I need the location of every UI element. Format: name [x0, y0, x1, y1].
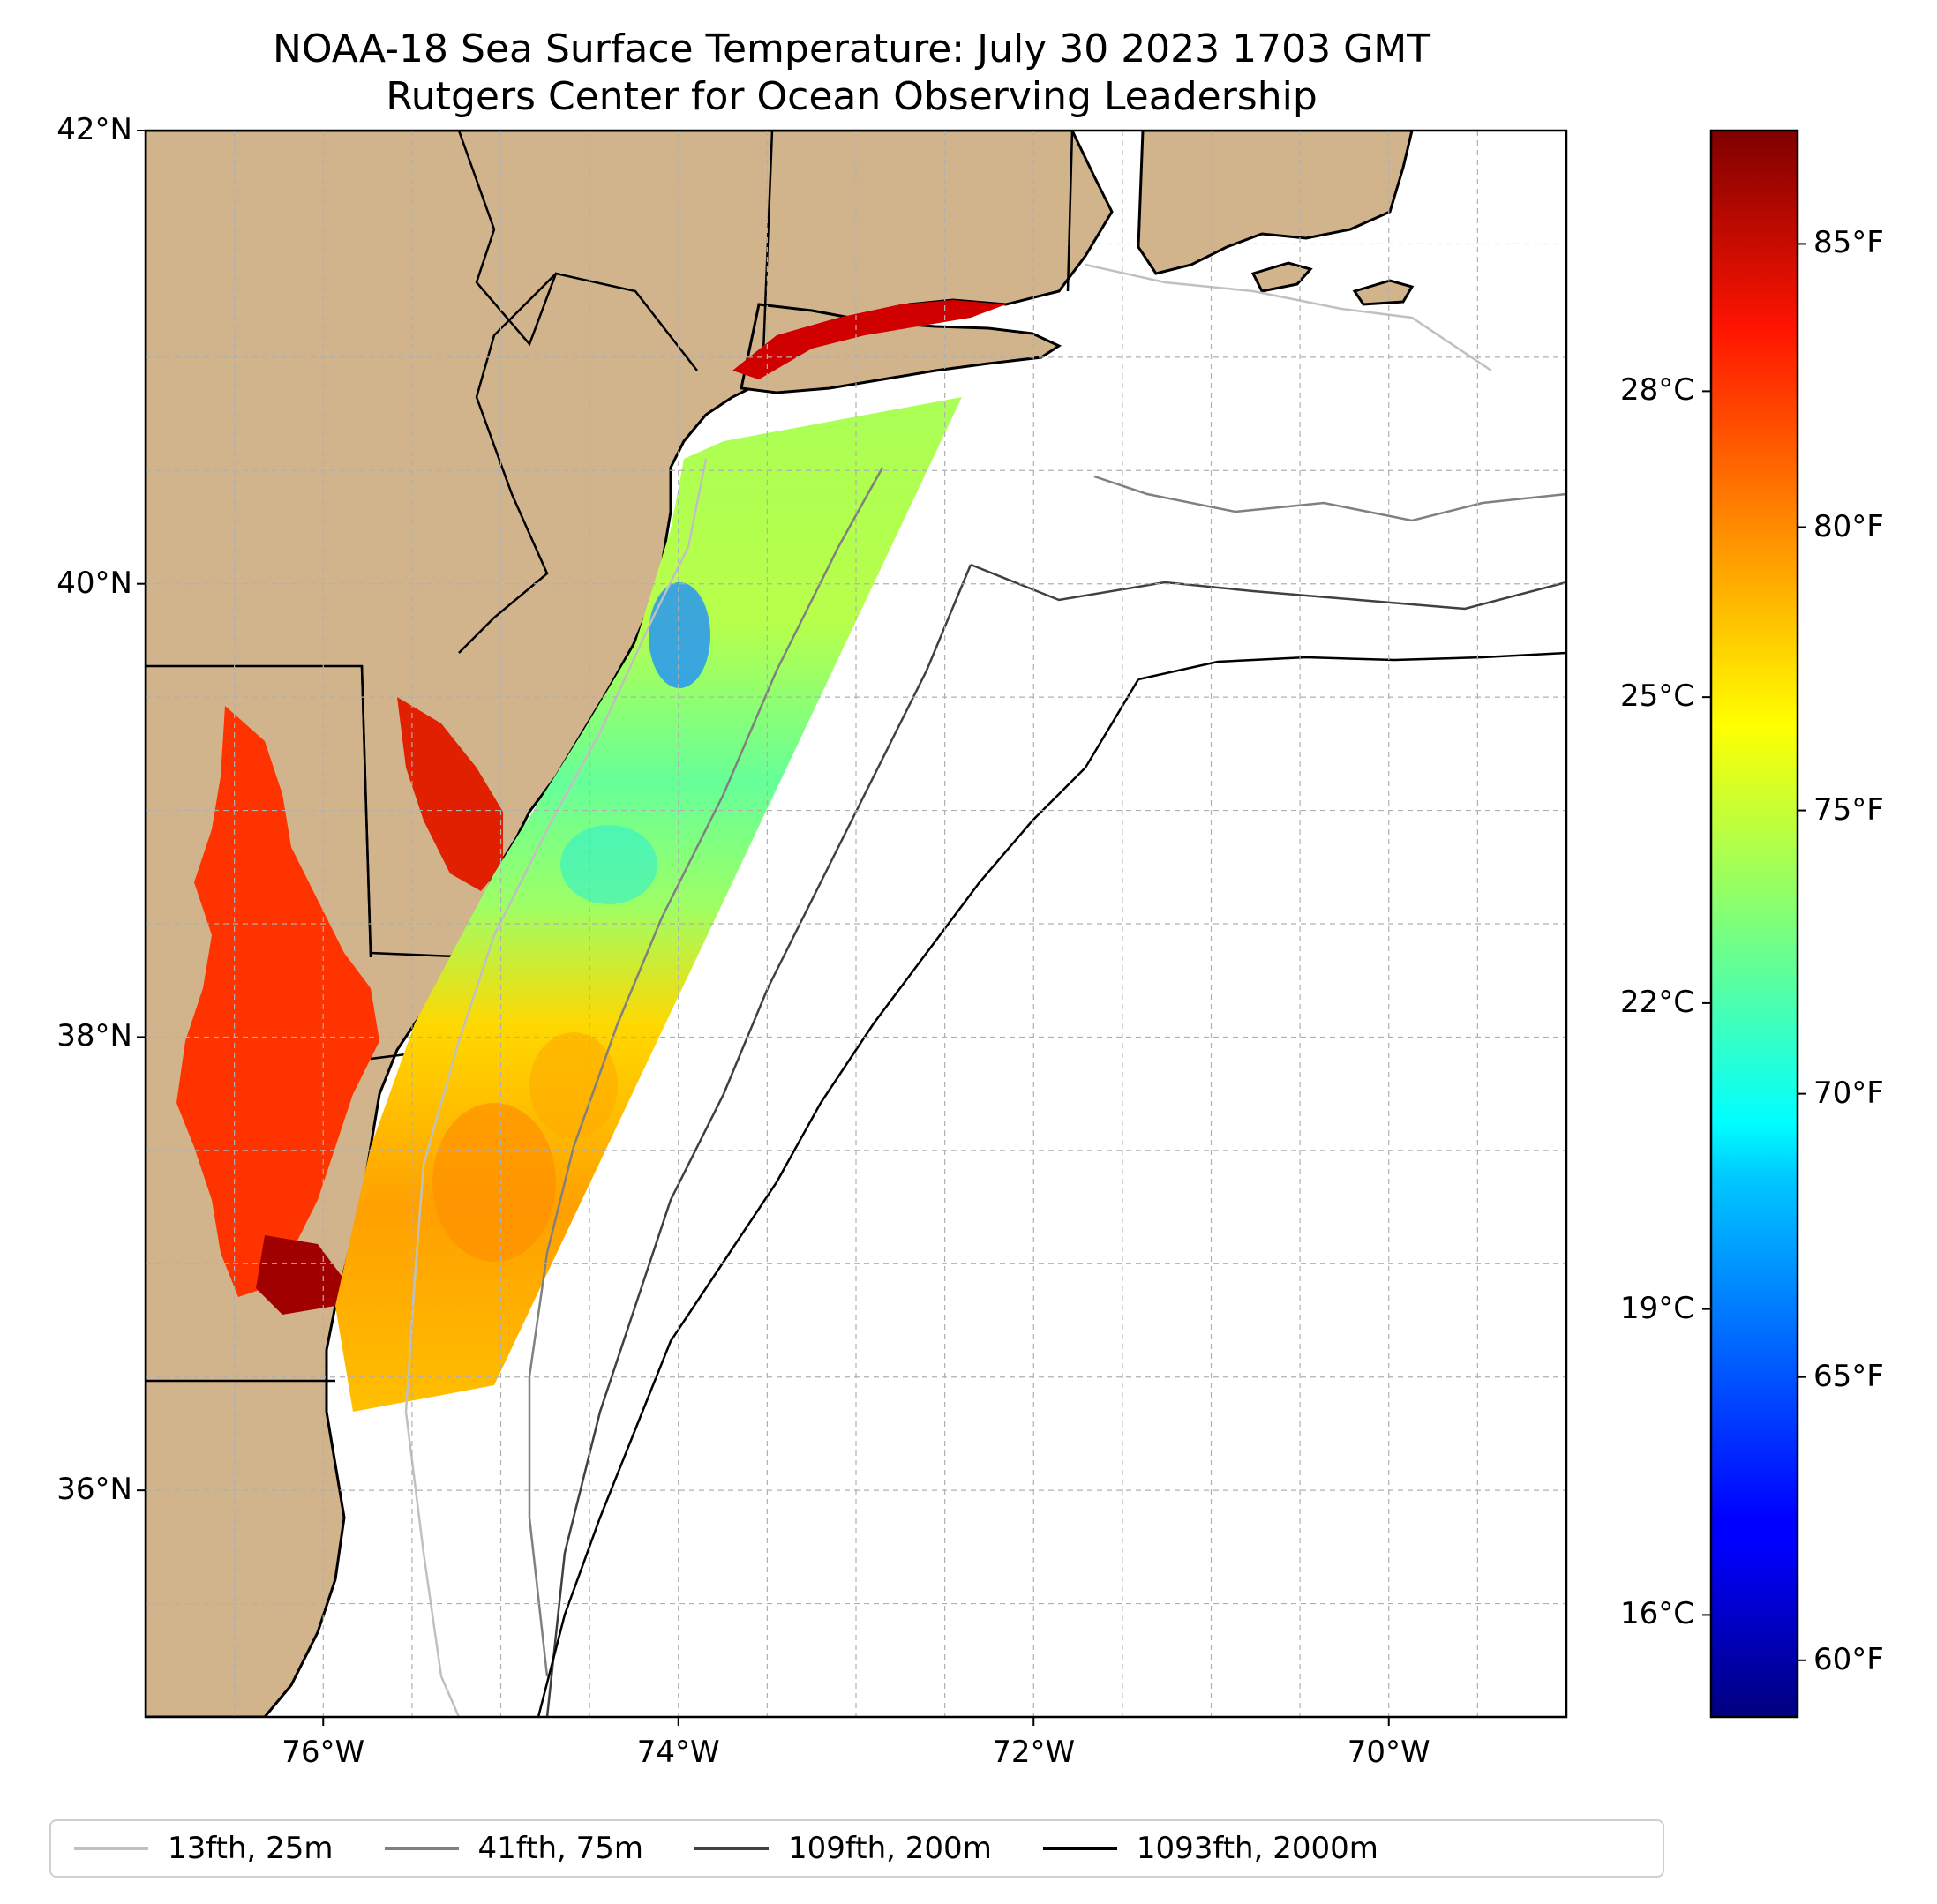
colorbar-f-label: 65°F [1813, 1358, 1884, 1394]
sst-cool-patch [649, 582, 710, 688]
legend-line-swatch [1042, 1847, 1117, 1850]
colorbar-c-label: 16°C [1619, 1596, 1694, 1632]
colorbar-f-label: 80°F [1813, 508, 1884, 544]
legend-item: 1093fth, 2000m [1042, 1831, 1378, 1866]
land-new-england [1137, 131, 1414, 275]
isobath-legend: 13fth, 25m 41fth, 75m 109fth, 200m 1093fth,… [49, 1819, 1664, 1878]
legend-item: 41fth, 75m [384, 1831, 644, 1866]
lon-tick-label: 74°W [636, 1735, 720, 1770]
isobath-2000m [537, 651, 1566, 1717]
legend-label: 13fth, 25m [168, 1831, 334, 1866]
colorbar-f-label: 85°F [1813, 225, 1884, 261]
legend-label: 109fth, 200m [788, 1831, 992, 1866]
lat-tick-label: 38°N [56, 1018, 132, 1054]
long-island-sound-sst [732, 300, 1006, 379]
legend-line-swatch [384, 1847, 459, 1850]
land-marthas-vineyard [1250, 261, 1313, 293]
lat-tick-label: 36°N [56, 1472, 132, 1508]
colorbar-f-label: 60°F [1813, 1641, 1884, 1677]
sst-warm-patch [432, 1103, 556, 1262]
colorbar-f-label: 75°F [1813, 791, 1884, 828]
colorbar-c-label: 25°C [1619, 678, 1694, 715]
lon-tick-label: 70°W [1347, 1735, 1430, 1770]
isobath-75m [528, 467, 1566, 1677]
state-boundaries [146, 131, 1074, 1383]
colorbar-c-label: 22°C [1619, 984, 1694, 1020]
map-title-line2: Rutgers Center for Ocean Observing Leade… [386, 74, 1318, 119]
lon-tick-label: 72°W [992, 1735, 1076, 1770]
sst-cool-patch [560, 825, 657, 904]
legend-item: 109fth, 200m [694, 1831, 992, 1866]
chesapeake-mouth-sst [256, 1235, 344, 1315]
lon-tick-label: 76°W [282, 1735, 365, 1770]
legend-line-swatch [694, 1847, 770, 1850]
map-frame [144, 129, 1568, 1719]
map-title-line1: NOAA-18 Sea Surface Temperature: July 30… [272, 26, 1431, 71]
legend-line-swatch [74, 1847, 148, 1850]
legend-label: 1093fth, 2000m [1136, 1831, 1378, 1866]
chesapeake-bay-sst [176, 706, 379, 1297]
colorbar-c-label: 28°C [1619, 372, 1694, 409]
lat-tick-label: 42°N [56, 112, 132, 147]
lat-tick-label: 40°N [56, 565, 132, 601]
colorbar [1709, 129, 1799, 1719]
colorbar-c-label: 19°C [1619, 1290, 1694, 1326]
colorbar-ticks [1702, 243, 1806, 1661]
isobath-200m [545, 563, 1566, 1717]
colorbar-f-label: 70°F [1813, 1075, 1884, 1111]
legend-label: 41fth, 75m [477, 1831, 644, 1866]
legend-item: 13fth, 25m [74, 1831, 334, 1866]
graticule [146, 131, 1566, 1717]
land-nantucket [1352, 279, 1415, 306]
sst-warm-patch [529, 1032, 618, 1138]
map-ticks [137, 130, 1390, 1726]
delaware-bay-sst [397, 697, 503, 891]
isobath-25m [404, 263, 1492, 1717]
